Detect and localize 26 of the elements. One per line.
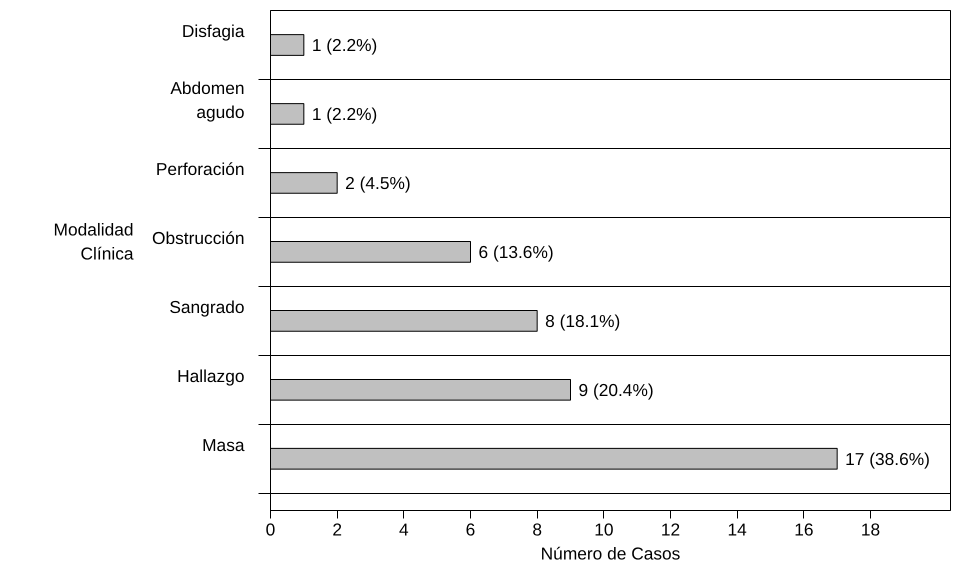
x-tick-label: 14: [728, 520, 748, 540]
y-axis-title: Modalidad Clínica: [54, 220, 134, 264]
y-tick-label: Disfagia: [182, 21, 245, 42]
x-tick-label: 16: [794, 520, 814, 540]
y-tick-label: Hallazgo: [177, 366, 245, 386]
y-tick-label: Abdomen agudo: [170, 78, 245, 122]
y-tick-label: Perforación: [156, 159, 245, 180]
data-label: 1 (2.2%): [312, 34, 378, 55]
data-label: 1 (2.2%): [312, 104, 378, 124]
x-axis-title: Número de Casos: [540, 544, 681, 564]
x-tick-label: 12: [660, 520, 680, 540]
data-label: 6 (13.6%): [478, 242, 554, 262]
data-label: 2 (4.5%): [345, 172, 411, 193]
data-label: 8 (18.1%): [545, 310, 620, 331]
x-tick-label: 2: [332, 520, 342, 540]
x-tick-label: 0: [266, 520, 276, 540]
y-tick-label: Sangrado: [169, 297, 245, 318]
x-tick-label: 18: [860, 520, 880, 540]
x-tick-label: 6: [466, 520, 476, 540]
y-tick-label: Obstrucción: [152, 228, 245, 248]
x-tick-label: 10: [594, 520, 614, 540]
x-tick-label: 4: [399, 520, 410, 540]
data-label: 9 (20.4%): [578, 380, 654, 400]
x-tick-label: 8: [532, 520, 542, 540]
data-label: 17 (38.6%): [845, 448, 930, 469]
y-tick-label: Masa: [202, 434, 245, 455]
